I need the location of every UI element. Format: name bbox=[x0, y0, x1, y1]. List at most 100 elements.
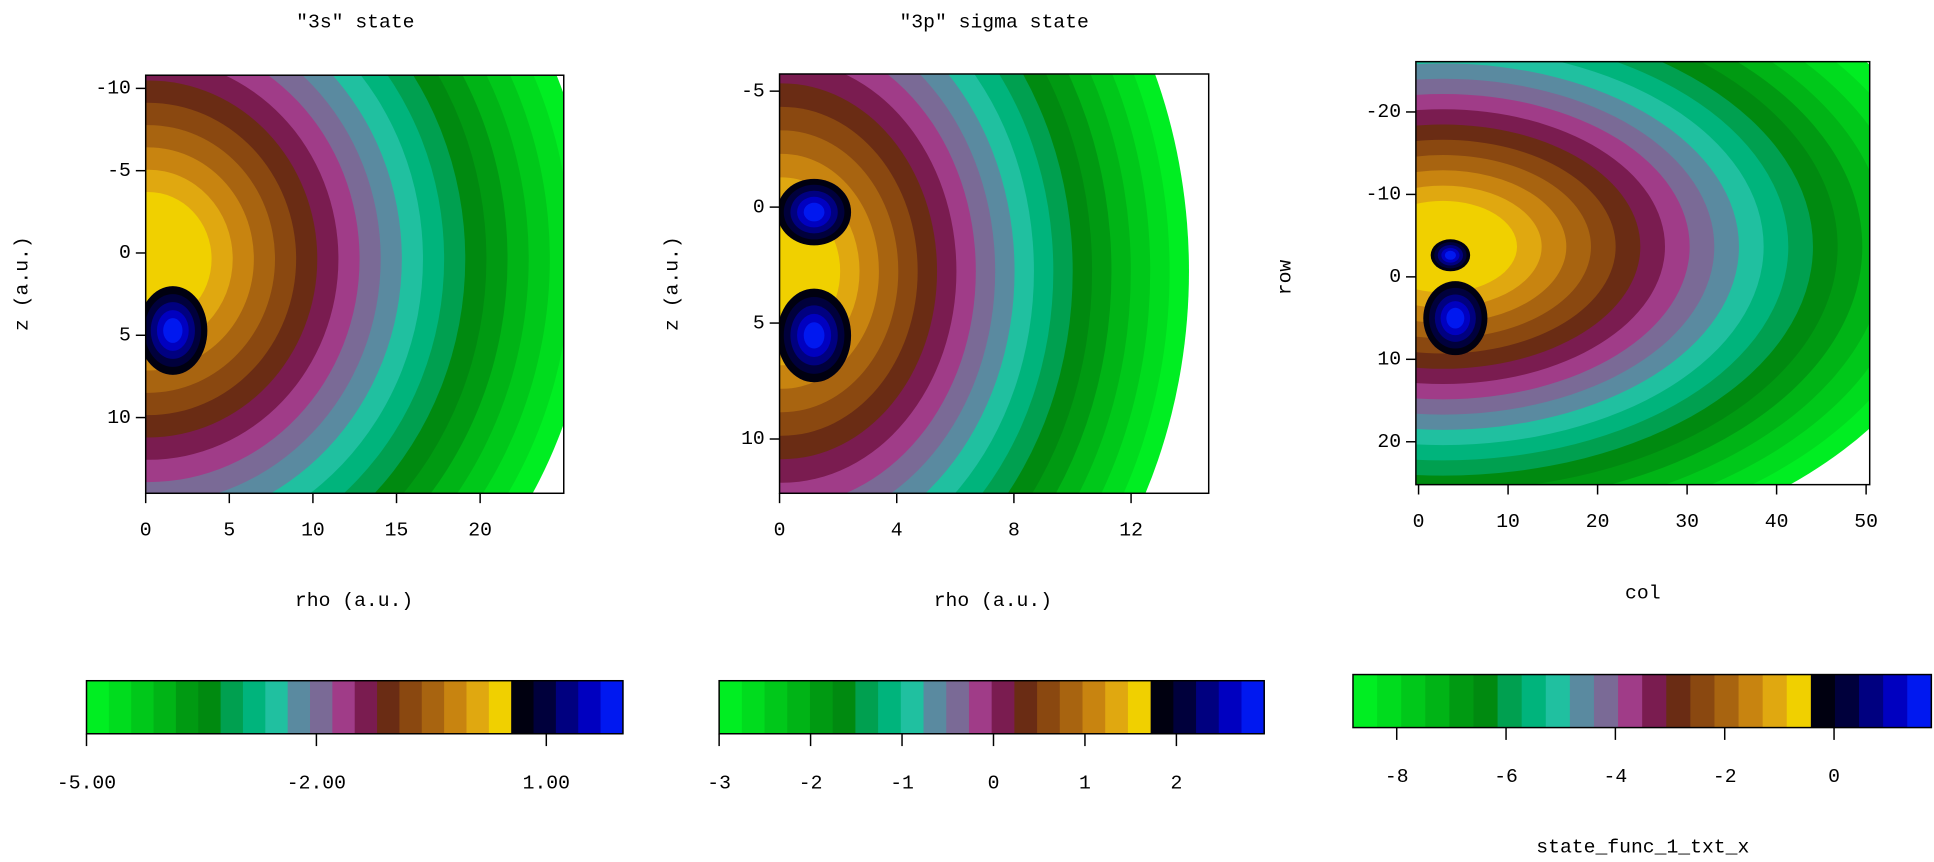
y-tick-label: 0 bbox=[119, 242, 131, 264]
y-tick-label: 0 bbox=[1389, 266, 1401, 288]
y-tick-label: 5 bbox=[119, 324, 131, 346]
colorbar-tick-label: -4 bbox=[1604, 766, 1628, 788]
colorbar-step bbox=[787, 680, 811, 734]
x-tick-label: 10 bbox=[1496, 511, 1520, 533]
colorbar-frame bbox=[1352, 673, 1933, 729]
colorbar-step bbox=[1401, 674, 1426, 728]
colorbar-step bbox=[86, 680, 110, 734]
colorbar-step bbox=[377, 680, 401, 734]
colorbar-step bbox=[287, 680, 311, 734]
colorbar-step bbox=[444, 680, 468, 734]
colorbar-step bbox=[354, 680, 378, 734]
colorbar-step bbox=[1907, 674, 1932, 728]
colorbar-step bbox=[310, 680, 333, 734]
colorbar-tick-label: -3 bbox=[707, 772, 731, 794]
colorbar-step bbox=[1059, 680, 1084, 734]
colorbar-step bbox=[832, 680, 857, 734]
colorbar-step bbox=[1738, 674, 1764, 728]
colorbar-step bbox=[332, 680, 356, 734]
colorbar-step bbox=[764, 680, 788, 734]
colorbar-step bbox=[488, 680, 512, 734]
x-tick-label: 20 bbox=[1586, 511, 1610, 533]
chart-title: "3s" state bbox=[296, 11, 414, 33]
y-tick-label: -5 bbox=[741, 80, 765, 102]
colorbar-tick-label: 1.00 bbox=[523, 772, 570, 794]
x-axis-label: rho (a.u.) bbox=[295, 590, 413, 612]
plot-frame bbox=[144, 74, 565, 495]
colorbar-tick-label: 0 bbox=[988, 772, 1000, 794]
x-tick-label: 30 bbox=[1675, 511, 1699, 533]
colorbar-step bbox=[220, 680, 244, 734]
x-tick-label: 0 bbox=[774, 519, 786, 541]
colorbar-tick-label: -6 bbox=[1494, 766, 1518, 788]
colorbar-step bbox=[399, 680, 423, 734]
colorbar-step bbox=[1497, 674, 1523, 728]
y-tick-label: 10 bbox=[1377, 349, 1401, 371]
colorbar-step bbox=[1810, 674, 1836, 728]
colorbar-step bbox=[1834, 674, 1860, 728]
contour-core bbox=[803, 202, 825, 222]
colorbar-step bbox=[1449, 674, 1475, 728]
x-tick-label: 15 bbox=[385, 519, 409, 541]
colorbar-tick-label: -8 bbox=[1385, 766, 1409, 788]
colorbar-step bbox=[1545, 674, 1571, 728]
chart-title: "3p" sigma state bbox=[899, 11, 1088, 33]
colorbar-step bbox=[1352, 674, 1378, 728]
colorbar-step bbox=[1642, 674, 1667, 728]
x-tick-label: 4 bbox=[891, 519, 903, 541]
contour-field bbox=[779, 73, 1209, 494]
contour-core bbox=[803, 322, 825, 349]
x-tick-label: 8 bbox=[1008, 519, 1020, 541]
y-tick-label: -5 bbox=[107, 160, 131, 182]
colorbar-step bbox=[1037, 680, 1061, 734]
colorbar-step bbox=[1690, 674, 1716, 728]
contour-core bbox=[1446, 307, 1465, 329]
x-tick-label: 20 bbox=[468, 519, 492, 541]
colorbar-step bbox=[1666, 674, 1691, 728]
colorbar-tick-label: -2 bbox=[1713, 766, 1737, 788]
contour-field bbox=[145, 75, 564, 494]
colorbar-step bbox=[1521, 674, 1547, 728]
colorbar-step bbox=[1714, 674, 1740, 728]
x-axis-label: rho (a.u.) bbox=[934, 590, 1052, 612]
y-tick-label: 10 bbox=[107, 407, 131, 429]
colorbar-tick-label: -2 bbox=[799, 772, 823, 794]
x-tick-label: 12 bbox=[1119, 519, 1143, 541]
colorbar-step bbox=[1786, 674, 1812, 728]
colorbar-step bbox=[946, 680, 970, 734]
colorbar-frame bbox=[85, 679, 624, 735]
x-axis-label: col bbox=[1625, 582, 1660, 604]
colorbar-step bbox=[1377, 674, 1402, 728]
colorbar-step bbox=[1593, 674, 1619, 728]
colorbar-step bbox=[1105, 680, 1129, 734]
colorbar-step bbox=[1196, 680, 1220, 734]
y-tick-label: 5 bbox=[753, 312, 765, 334]
colorbar-step bbox=[555, 680, 579, 734]
colorbar-step bbox=[855, 680, 879, 734]
colorbar-step bbox=[578, 680, 602, 734]
colorbar-step bbox=[1173, 680, 1197, 734]
x-tick-label: 0 bbox=[140, 519, 152, 541]
colorbar-frame bbox=[718, 679, 1265, 735]
colorbar-step bbox=[242, 680, 266, 734]
contour-core bbox=[1444, 250, 1456, 260]
plot-frame bbox=[1415, 60, 1871, 486]
colorbar-step bbox=[809, 680, 834, 734]
colorbar-step bbox=[1425, 674, 1450, 728]
colorbar-step bbox=[968, 680, 993, 734]
colorbar-step bbox=[1241, 680, 1265, 734]
colorbar-step bbox=[131, 680, 155, 734]
x-tick-label: 0 bbox=[1413, 511, 1425, 533]
colorbar-step bbox=[1883, 674, 1908, 728]
colorbar-step bbox=[719, 680, 743, 734]
colorbar-step bbox=[1127, 680, 1152, 734]
colorbar-tick-label: -5.00 bbox=[57, 772, 116, 794]
colorbar-tick-label: -1 bbox=[890, 772, 914, 794]
y-axis-label: z (a.u.) bbox=[12, 236, 34, 331]
x-tick-label: 50 bbox=[1854, 511, 1878, 533]
colorbar-step bbox=[533, 680, 557, 734]
colorbar-step bbox=[421, 680, 445, 734]
y-axis-label: row bbox=[1274, 260, 1296, 296]
colorbar-step bbox=[1762, 674, 1788, 728]
